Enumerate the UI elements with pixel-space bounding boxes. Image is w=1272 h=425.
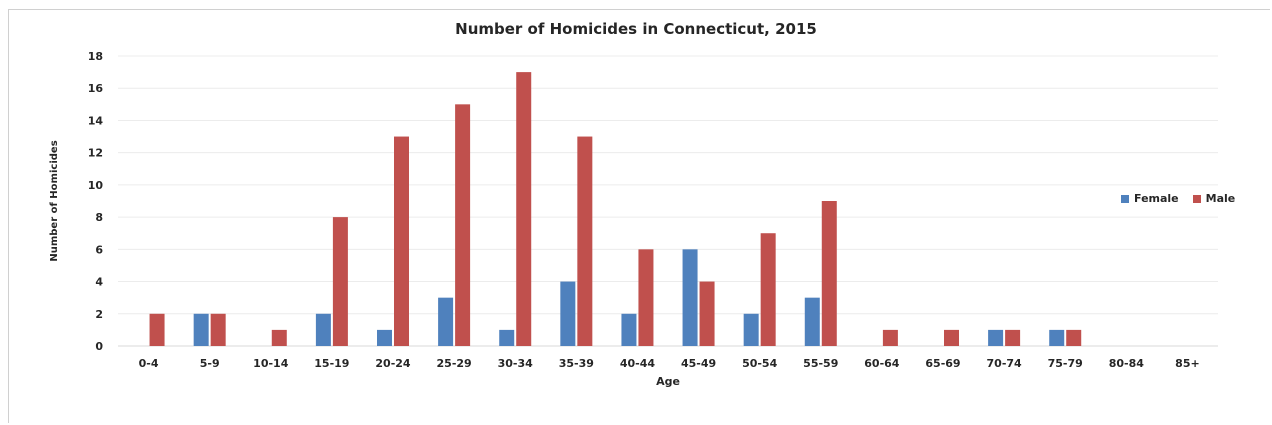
x-tick-label: 10-14: [253, 357, 289, 370]
x-tick-label: 60-64: [864, 357, 900, 370]
legend-label-female: Female: [1134, 192, 1179, 205]
bar-male: [455, 104, 471, 346]
y-tick-label: 0: [95, 340, 103, 353]
bar-female: [1049, 329, 1065, 346]
bar-male: [577, 136, 593, 346]
bar-male: [210, 313, 226, 346]
y-tick-label: 18: [88, 50, 103, 63]
x-tick-label: 75-79: [1048, 357, 1083, 370]
bar-female: [804, 297, 820, 346]
bar-male: [149, 313, 165, 346]
y-tick-label: 2: [95, 308, 103, 321]
bar-female: [438, 297, 454, 346]
x-tick-label: 85+: [1175, 357, 1200, 370]
gridlines: [118, 55, 1218, 347]
bar-female: [988, 329, 1004, 346]
y-tick-label: 4: [95, 276, 103, 289]
x-tick-label: 15-19: [314, 357, 349, 370]
x-axis-ticks: 0-4 5-9 10-14 15-19 20-24 25-29 30-34 35-39 40-4…: [139, 357, 1200, 370]
bar-male: [638, 249, 654, 346]
x-tick-label: 5-9: [200, 357, 220, 370]
y-tick-label: 8: [95, 211, 103, 224]
bar-female: [499, 329, 515, 346]
legend-swatch-female: [1121, 194, 1129, 203]
x-tick-label: 30-34: [498, 357, 534, 370]
legend-swatch-male: [1192, 194, 1201, 203]
bar-female: [377, 329, 392, 346]
x-tick-label: 40-44: [620, 357, 656, 370]
y-tick-label: 14: [88, 114, 104, 127]
chart-title: Number of Homicides in Connecticut, 2015: [455, 20, 817, 38]
chart-legend: Female Male: [1121, 192, 1249, 205]
legend-label-male: Male: [1205, 192, 1236, 205]
bar-male: [760, 233, 776, 346]
y-axis-title: Number of Homicides: [49, 140, 60, 261]
y-tick-label: 16: [88, 82, 104, 95]
x-tick-label: 50-54: [742, 357, 778, 370]
bar-female: [193, 313, 209, 346]
bar-male: [271, 329, 287, 346]
legend-item-male: Male: [1192, 192, 1236, 205]
x-axis-title: Age: [656, 375, 680, 388]
bar-male: [516, 72, 532, 346]
y-tick-label: 10: [88, 179, 104, 192]
y-tick-label: 12: [88, 147, 103, 160]
chart-frame: [8, 9, 1270, 423]
x-tick-label: 65-69: [925, 357, 960, 370]
x-tick-label: 20-24: [375, 357, 411, 370]
bar-female: [682, 249, 698, 346]
bar-female: [621, 313, 637, 346]
bars: [149, 72, 1082, 346]
bar-male: [944, 329, 959, 346]
x-tick-label: 55-59: [803, 357, 838, 370]
bar-male: [332, 217, 348, 346]
bar-male: [821, 201, 837, 346]
x-tick-label: 0-4: [139, 357, 159, 370]
x-tick-label: 70-74: [987, 357, 1023, 370]
bar-female: [315, 313, 331, 346]
bar-male: [1005, 329, 1021, 346]
x-tick-label: 35-39: [559, 357, 594, 370]
bar-male: [394, 136, 409, 346]
x-tick-label: 25-29: [437, 357, 472, 370]
y-tick-label: 6: [95, 243, 103, 256]
bar-male: [699, 281, 715, 346]
x-tick-label: 80-84: [1109, 357, 1145, 370]
bar-male: [882, 329, 898, 346]
x-tick-label: 45-49: [681, 357, 716, 370]
legend-item-female: Female: [1121, 192, 1179, 205]
bar-male: [1066, 329, 1082, 346]
bar-female: [560, 281, 576, 346]
bar-female: [743, 313, 759, 346]
y-axis-ticks: 0 2 4 6 8 10 12 14 16 18: [88, 50, 104, 353]
